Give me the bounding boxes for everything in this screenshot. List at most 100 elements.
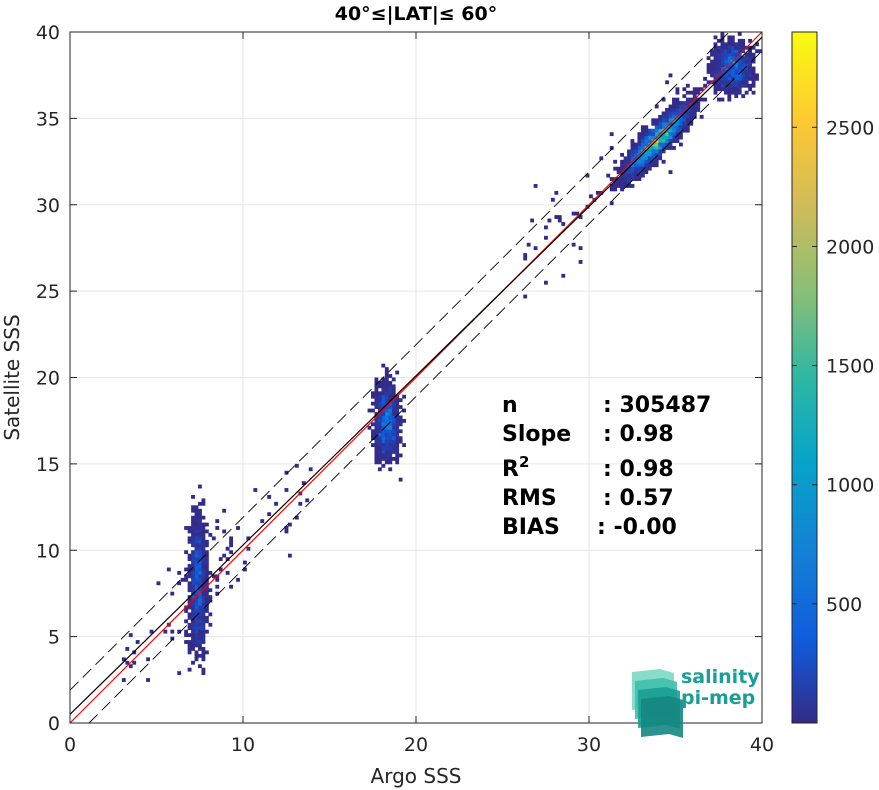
density-cell [685,121,690,126]
density-cell [696,90,701,95]
density-cell [630,170,635,175]
density-cell [194,615,199,620]
density-cell [672,135,676,140]
density-cell [623,184,628,188]
density-cell [713,49,718,54]
density-cell [651,132,656,137]
density-cell [561,222,566,226]
density-cell [384,377,389,382]
density-cell [198,546,202,551]
density-cell [204,602,209,606]
density-cell [187,605,192,610]
density-cell [374,453,379,458]
density-cell [737,76,742,81]
density-cell [191,577,195,582]
density-cell [741,70,746,74]
density-cell [201,577,206,582]
density-cell [637,173,642,178]
density-cell [201,653,206,658]
density-cell [672,101,676,105]
density-cell [713,73,718,78]
density-cell [720,66,725,71]
density-cell [633,173,638,178]
density-cell [658,152,663,157]
density-cell [730,45,735,50]
density-cell [730,73,735,78]
density-cell [191,588,195,593]
density-cell [208,622,213,627]
density-cell [682,128,687,133]
density-cell [544,280,548,285]
density-cell [384,432,389,437]
density-cell [201,522,206,527]
density-cell [201,532,206,537]
density-cell [658,156,663,161]
density-cell [633,163,638,168]
density-cell [211,536,216,541]
density-cell [554,215,559,219]
density-cell [194,650,199,655]
density-cell [755,42,759,47]
density-cell [644,152,649,157]
density-cell [194,519,199,524]
density-cell [184,526,189,530]
density-cell [717,49,721,54]
density-cell [191,505,195,510]
density-cell [191,612,195,617]
density-cell [672,146,676,150]
density-cell [682,101,687,105]
density-cell [665,146,669,150]
density-cell [647,146,652,150]
density-cell [384,460,389,465]
density-cell [699,114,704,119]
density-cell [675,139,680,143]
density-cell [194,560,199,565]
density-cell [194,657,199,662]
colorbar-tick-label: 1000 [826,475,874,497]
density-cell [194,522,199,527]
density-cell [166,567,171,572]
density-cell [696,108,701,112]
density-cell [734,87,739,92]
y-tick-label: 15 [36,454,60,476]
density-cell [727,52,732,57]
density-cell [727,42,732,47]
density-cell [384,408,389,413]
density-cell [391,418,396,423]
density-cell [637,177,642,181]
density-cell [398,453,403,458]
density-cell [374,450,379,454]
density-cell [713,56,718,61]
density-cell [208,612,213,617]
density-cell [132,660,137,665]
density-cell [616,177,621,181]
density-cell [384,425,389,430]
density-cell [388,439,393,444]
density-cell [374,439,379,444]
density-cell [630,149,635,154]
density-cell [187,612,192,617]
density-cell [696,101,701,105]
density-cell [371,391,375,396]
density-cell [198,526,202,530]
density-cell [720,56,725,61]
density-cell [191,574,195,579]
density-cell [741,83,746,88]
density-cell [395,446,400,451]
density-cell [156,581,161,586]
density-cell [523,256,528,261]
y-tick-label: 5 [48,627,60,649]
density-cell [685,118,690,123]
density-cell [720,97,725,102]
density-cell [204,581,209,586]
density-cell [184,567,189,572]
density-cell [644,142,649,147]
density-cell [187,640,192,644]
density-cell [187,667,192,672]
density-cell [699,87,704,92]
density-cell [187,650,192,655]
density-cell [391,446,396,451]
density-cell [720,59,725,64]
colorbar-tick-label: 2500 [826,117,874,139]
density-cell [744,63,749,67]
